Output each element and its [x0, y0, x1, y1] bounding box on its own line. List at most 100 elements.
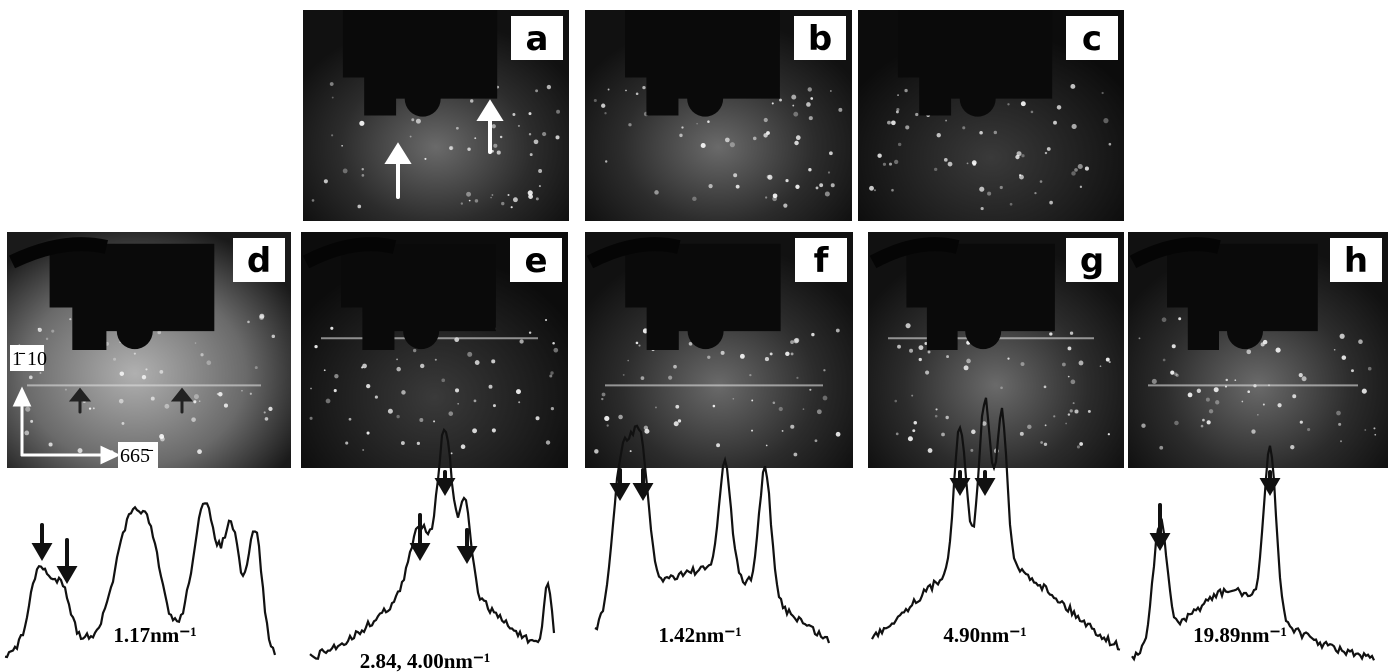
diffraction-panel: g [868, 232, 1124, 468]
spot [475, 199, 478, 202]
spot [767, 175, 771, 179]
spot [1141, 424, 1145, 428]
spot [1257, 414, 1259, 416]
spot [819, 183, 823, 187]
spot [962, 126, 965, 129]
spot [268, 407, 272, 411]
spot [964, 365, 969, 370]
spot [713, 405, 716, 408]
spot [314, 345, 317, 348]
spot [455, 388, 459, 392]
spot [971, 430, 976, 435]
profile-label: 1.42nm⁻¹ [658, 623, 741, 647]
spot [795, 185, 799, 189]
spot [815, 439, 818, 442]
spot [675, 405, 679, 409]
spot [552, 342, 555, 345]
spot [1031, 111, 1034, 114]
spot [1070, 332, 1073, 335]
spot [701, 143, 706, 148]
arrow-head [60, 568, 74, 580]
spot [493, 144, 497, 148]
arrow-head [35, 545, 49, 557]
spot [93, 407, 95, 409]
spot [1015, 155, 1019, 159]
spot [644, 426, 648, 430]
spot [785, 179, 788, 182]
spot [1172, 344, 1176, 348]
spot [791, 352, 794, 355]
spot [530, 153, 533, 156]
spot [1079, 442, 1083, 446]
spot [790, 340, 794, 344]
spot [493, 404, 496, 407]
spot [987, 192, 991, 196]
spot [1226, 379, 1228, 381]
spot [1053, 415, 1055, 417]
spot [1073, 402, 1075, 404]
spot [894, 400, 897, 403]
diffraction-panel: h [1128, 232, 1388, 468]
spot [194, 394, 199, 399]
spot [416, 119, 421, 124]
spot [915, 113, 918, 116]
spot [474, 400, 477, 403]
spot [1065, 423, 1067, 425]
spot [869, 186, 874, 191]
spot [1307, 428, 1310, 431]
panel-label: a [526, 19, 549, 59]
spot [457, 403, 459, 405]
spot [925, 371, 929, 375]
spot [264, 411, 266, 413]
spot [1068, 413, 1070, 415]
spot [1170, 371, 1174, 375]
spot [46, 338, 48, 340]
spot [1336, 411, 1341, 416]
panel-label: b [808, 19, 832, 59]
arrow-head [953, 480, 967, 492]
spot [1163, 359, 1166, 362]
spot [247, 321, 250, 324]
spot [1000, 186, 1003, 189]
diffraction-panel: c [858, 10, 1124, 221]
spot [362, 174, 365, 177]
spot [69, 318, 71, 320]
spot [625, 90, 627, 92]
spot [794, 338, 799, 343]
spot [197, 449, 202, 454]
spot [809, 116, 813, 120]
spot [1334, 349, 1336, 351]
spot [1242, 401, 1244, 403]
panel-label: f [814, 241, 830, 281]
spot [994, 131, 997, 134]
spot [420, 364, 424, 368]
spot [1040, 180, 1043, 183]
spot [516, 389, 521, 394]
spot [1045, 152, 1047, 154]
spot [410, 136, 412, 138]
spot [1070, 409, 1073, 412]
spot [441, 379, 445, 383]
spot [740, 354, 745, 359]
spot [674, 421, 679, 426]
spot [601, 398, 603, 400]
spot [345, 442, 348, 445]
spot [1049, 201, 1053, 205]
spot [396, 358, 398, 360]
spot [773, 401, 776, 404]
spot [511, 206, 513, 208]
spot [779, 99, 782, 102]
spot [218, 392, 223, 397]
spot [772, 102, 774, 104]
spot [334, 374, 338, 378]
spot [753, 137, 757, 141]
spot [549, 375, 552, 378]
spot [491, 359, 495, 363]
spot [765, 357, 769, 361]
panel-label: h [1344, 241, 1368, 281]
spot [435, 359, 437, 361]
spot [470, 99, 473, 102]
spot [909, 349, 913, 353]
spot [829, 151, 833, 155]
spot [823, 369, 825, 371]
